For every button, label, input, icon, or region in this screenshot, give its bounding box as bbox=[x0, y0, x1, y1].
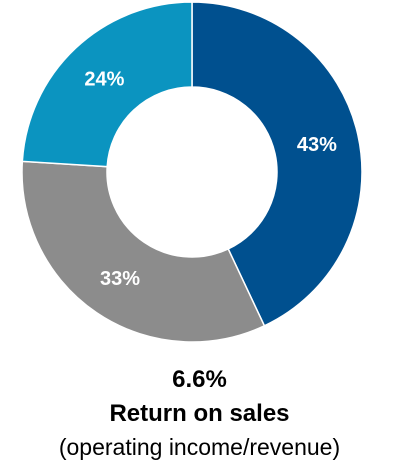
return-on-sales-subtitle: (operating income/revenue) bbox=[58, 434, 341, 460]
slice-label-2: 33% bbox=[100, 268, 140, 290]
return-on-sales-value: 6.6% bbox=[172, 366, 227, 393]
donut-slice-2 bbox=[21, 160, 266, 343]
slice-labels: 43% 33% 24% bbox=[84, 69, 337, 290]
slices bbox=[21, 1, 363, 343]
slice-label-3: 24% bbox=[84, 69, 124, 91]
donut-slice-1 bbox=[191, 1, 363, 327]
donut-slice-3 bbox=[21, 1, 193, 168]
donut-svg: 43% 33% 24% bbox=[21, 1, 363, 343]
return-on-sales-title: Return on sales bbox=[109, 400, 290, 427]
slice-label-1: 43% bbox=[297, 134, 337, 156]
